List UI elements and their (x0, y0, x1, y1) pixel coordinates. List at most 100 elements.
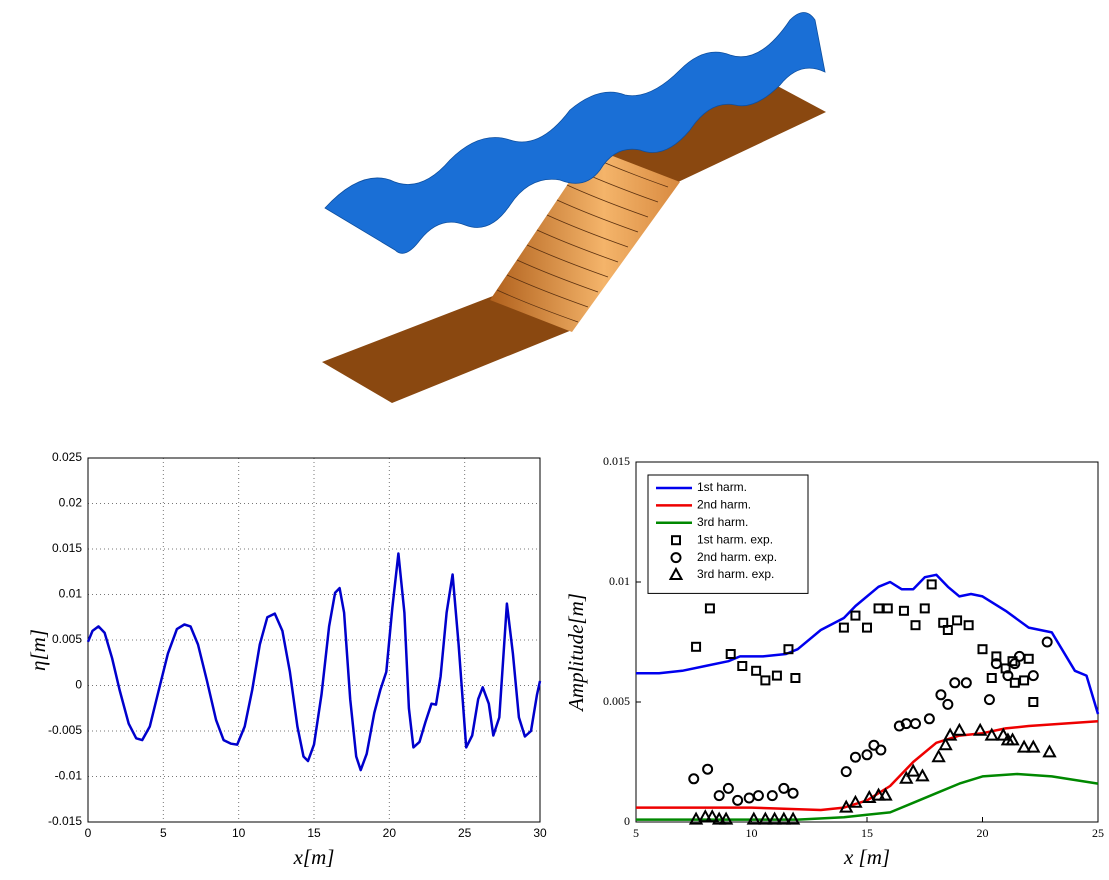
marker-square (942, 625, 953, 635)
marker-circle (1013, 650, 1025, 662)
x-tick-label: 30 (533, 826, 547, 840)
marker-square (704, 603, 715, 614)
marker-triangle (698, 809, 713, 823)
legend-marker (670, 552, 682, 564)
marker-circle (713, 790, 725, 802)
marker-triangle (878, 787, 893, 801)
marker-square (838, 622, 849, 633)
y-axis-label: η[m] (26, 629, 50, 671)
x-tick-label: 0 (85, 826, 92, 840)
y-tick-label: 0 (75, 678, 82, 692)
marker-square (1009, 677, 1020, 688)
marker-triangle (1005, 732, 1020, 746)
y-tick-label: 0 (624, 814, 630, 828)
x-tick-label: 10 (232, 826, 246, 840)
legend-label: 3rd harm. exp. (697, 567, 774, 581)
y-tick-label: 0.015 (603, 454, 630, 468)
legend-label: 3rd harm. (697, 515, 748, 529)
marker-triangle (952, 722, 967, 736)
marker-square (1023, 653, 1034, 664)
x-tick-label: 25 (458, 826, 472, 840)
marker-triangle (996, 727, 1011, 741)
marker-triangle (758, 811, 773, 825)
marker-circle (1002, 670, 1014, 682)
marker-square (850, 610, 861, 621)
marker-circle (778, 782, 790, 794)
y-tick-label: -0.015 (48, 814, 82, 828)
legend-label: 2nd harm. (697, 498, 751, 512)
marker-triangle (938, 737, 953, 751)
x-tick-label: 25 (1092, 826, 1104, 840)
marker-square (898, 605, 909, 616)
marker-triangle (871, 787, 886, 801)
legend-marker (668, 566, 684, 580)
x-tick-label: 5 (633, 826, 639, 840)
line-series (636, 772, 1099, 821)
marker-circle (1041, 636, 1053, 648)
marker-circle (983, 694, 995, 706)
marker-triangle (718, 811, 734, 825)
x-tick-label: 20 (383, 826, 397, 840)
marker-circle (840, 766, 852, 778)
marker-triangle (906, 763, 921, 777)
marker-circle (923, 713, 935, 725)
marker-square (771, 670, 782, 681)
marker-square (1028, 697, 1039, 707)
marker-triangle (1042, 744, 1057, 758)
marker-circle (787, 787, 799, 799)
marker-square (751, 665, 762, 676)
water-surface (324, 12, 826, 254)
y-tick-label: 0.025 (52, 450, 82, 464)
marker-square (991, 651, 1002, 662)
marker-circle (949, 677, 961, 689)
marker-triangle (1026, 739, 1041, 753)
marker-square (790, 673, 801, 683)
marker-circle (732, 794, 744, 806)
y-tick-label: -0.005 (48, 723, 82, 737)
legend-box (647, 474, 809, 594)
marker-circle (752, 790, 764, 802)
line-series (86, 552, 542, 772)
marker-circle (766, 790, 778, 802)
marker-circle (893, 720, 905, 732)
marker-triangle (984, 727, 999, 741)
lower-bed (322, 296, 572, 403)
marker-triangle (711, 811, 727, 825)
legend-label: 1st harm. (697, 480, 747, 494)
marker-square (910, 620, 921, 631)
marker-square (963, 620, 974, 631)
marker-triangle (1016, 739, 1032, 753)
x-tick-label: 10 (746, 826, 758, 840)
marker-triangle (776, 811, 792, 825)
marker-square (986, 673, 997, 683)
line-series (636, 573, 1100, 715)
y-tick-label: 0.005 (603, 694, 630, 708)
marker-circle (960, 677, 972, 689)
marker-circle (688, 773, 700, 785)
y-tick-label: 0.01 (609, 574, 630, 588)
x-tick-label: 20 (977, 826, 989, 840)
legend-label: 1st harm. exp. (697, 532, 773, 546)
marker-triangle (899, 770, 914, 784)
marker-circle (942, 698, 954, 710)
x-axis-label: x [m] (843, 845, 890, 869)
marker-square (691, 641, 702, 652)
x-tick-label: 15 (861, 826, 873, 840)
marker-square (862, 622, 872, 633)
y-tick-label: 0.015 (52, 541, 82, 555)
slope (490, 148, 680, 332)
marker-triangle (915, 768, 930, 782)
marker-triangle (972, 722, 988, 736)
marker-square (1019, 675, 1030, 686)
marker-circle (861, 749, 873, 761)
y-tick-label: 0.005 (52, 632, 82, 646)
marker-circle (702, 763, 714, 775)
x-tick-label: 5 (160, 826, 167, 840)
marker-circle (743, 792, 755, 804)
y-axis-label: Amplitude[m] (564, 593, 588, 713)
x-tick-label: 15 (307, 826, 321, 840)
marker-triangle (688, 811, 704, 825)
marker-triangle (848, 794, 863, 808)
marker-circle (722, 782, 734, 794)
